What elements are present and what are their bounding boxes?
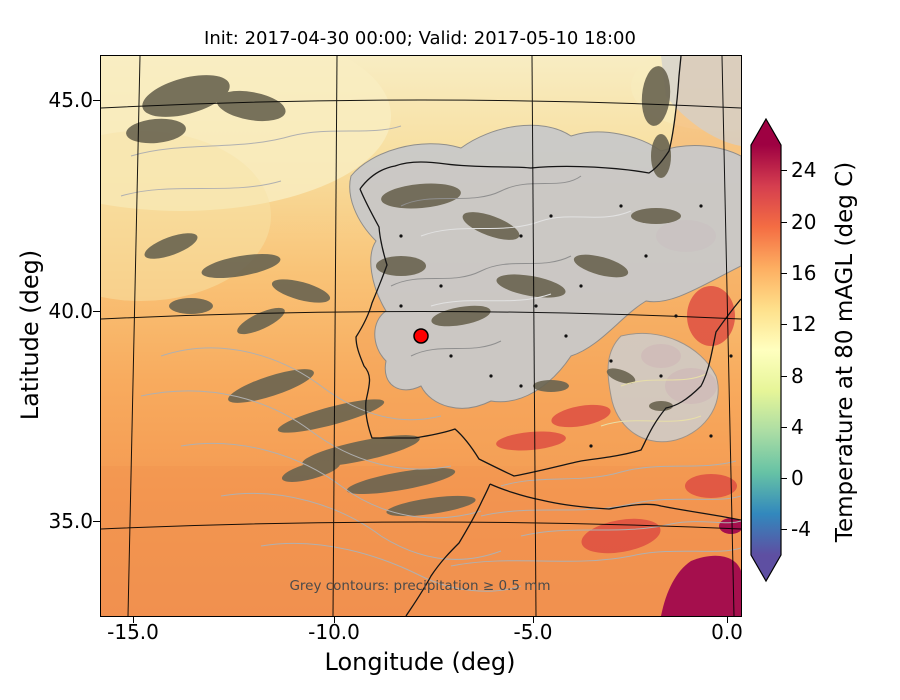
y-tick-label: 35.0 — [48, 509, 93, 533]
colorbar-tick-label: 24 — [791, 158, 817, 182]
precipitation-contour-lines — [120, 125, 741, 592]
colorbar-tick-mark — [781, 222, 787, 223]
coastline — [355, 56, 741, 616]
temperature-contour-lines-cream — [600, 373, 707, 427]
station-marker-dot — [413, 328, 429, 344]
colorbar — [750, 118, 782, 583]
graticule — [101, 56, 741, 616]
map-canvas — [101, 56, 741, 616]
colorbar-tick-label: 12 — [791, 312, 817, 336]
plot-title: Init: 2017-04-30 00:00; Valid: 2017-05-1… — [204, 28, 636, 49]
y-tick-mark — [93, 521, 100, 522]
y-tick-mark — [93, 100, 100, 101]
colorbar-tick-label: 20 — [791, 210, 817, 234]
colorbar-tick-mark — [781, 529, 787, 530]
y-axis-label: Latitude (deg) — [16, 249, 44, 421]
y-tick-label: 40.0 — [48, 299, 93, 323]
colorbar-label: Temperature at 80 mAGL (deg C) — [832, 161, 858, 543]
x-tick-label: -5.0 — [513, 620, 553, 644]
colorbar-tick-label: 0 — [791, 466, 804, 490]
x-axis-label: Longitude (deg) — [324, 648, 516, 676]
colorbar-tick-mark — [781, 273, 787, 274]
temperature-field-soft-regions — [101, 56, 741, 616]
x-tick-label: -10.0 — [308, 620, 360, 644]
light-contour-lines — [420, 210, 632, 307]
colorbar-tick-mark — [781, 324, 787, 325]
colorbar-tick-mark — [781, 478, 787, 479]
y-tick-label: 45.0 — [48, 88, 93, 112]
station-marker — [413, 328, 429, 344]
colorbar-body — [750, 118, 782, 583]
x-tick-mark — [533, 616, 534, 623]
colorbar-tick-label: 8 — [791, 364, 804, 388]
x-tick-mark — [133, 616, 134, 623]
precipitation-contour-lines-inner — [390, 175, 582, 357]
colorbar-tick-label: -4 — [791, 517, 811, 541]
colorbar-tick-mark — [781, 427, 787, 428]
colorbar-tick-mark — [781, 170, 787, 171]
precipitation-note: Grey contours: precipitation ≥ 0.5 mm — [289, 578, 551, 594]
x-tick-mark — [334, 616, 335, 623]
x-tick-label: 0.0 — [711, 620, 743, 644]
city-dots — [399, 204, 733, 448]
heavy-precipitation-blobs — [126, 66, 681, 517]
colorbar-tick-label: 16 — [791, 261, 817, 285]
x-tick-label: -15.0 — [107, 620, 159, 644]
colorbar-tick-mark — [781, 376, 787, 377]
x-tick-mark — [727, 616, 728, 623]
colorbar-tick-label: 4 — [791, 415, 804, 439]
y-tick-mark — [93, 311, 100, 312]
map-plot-area — [100, 55, 742, 617]
